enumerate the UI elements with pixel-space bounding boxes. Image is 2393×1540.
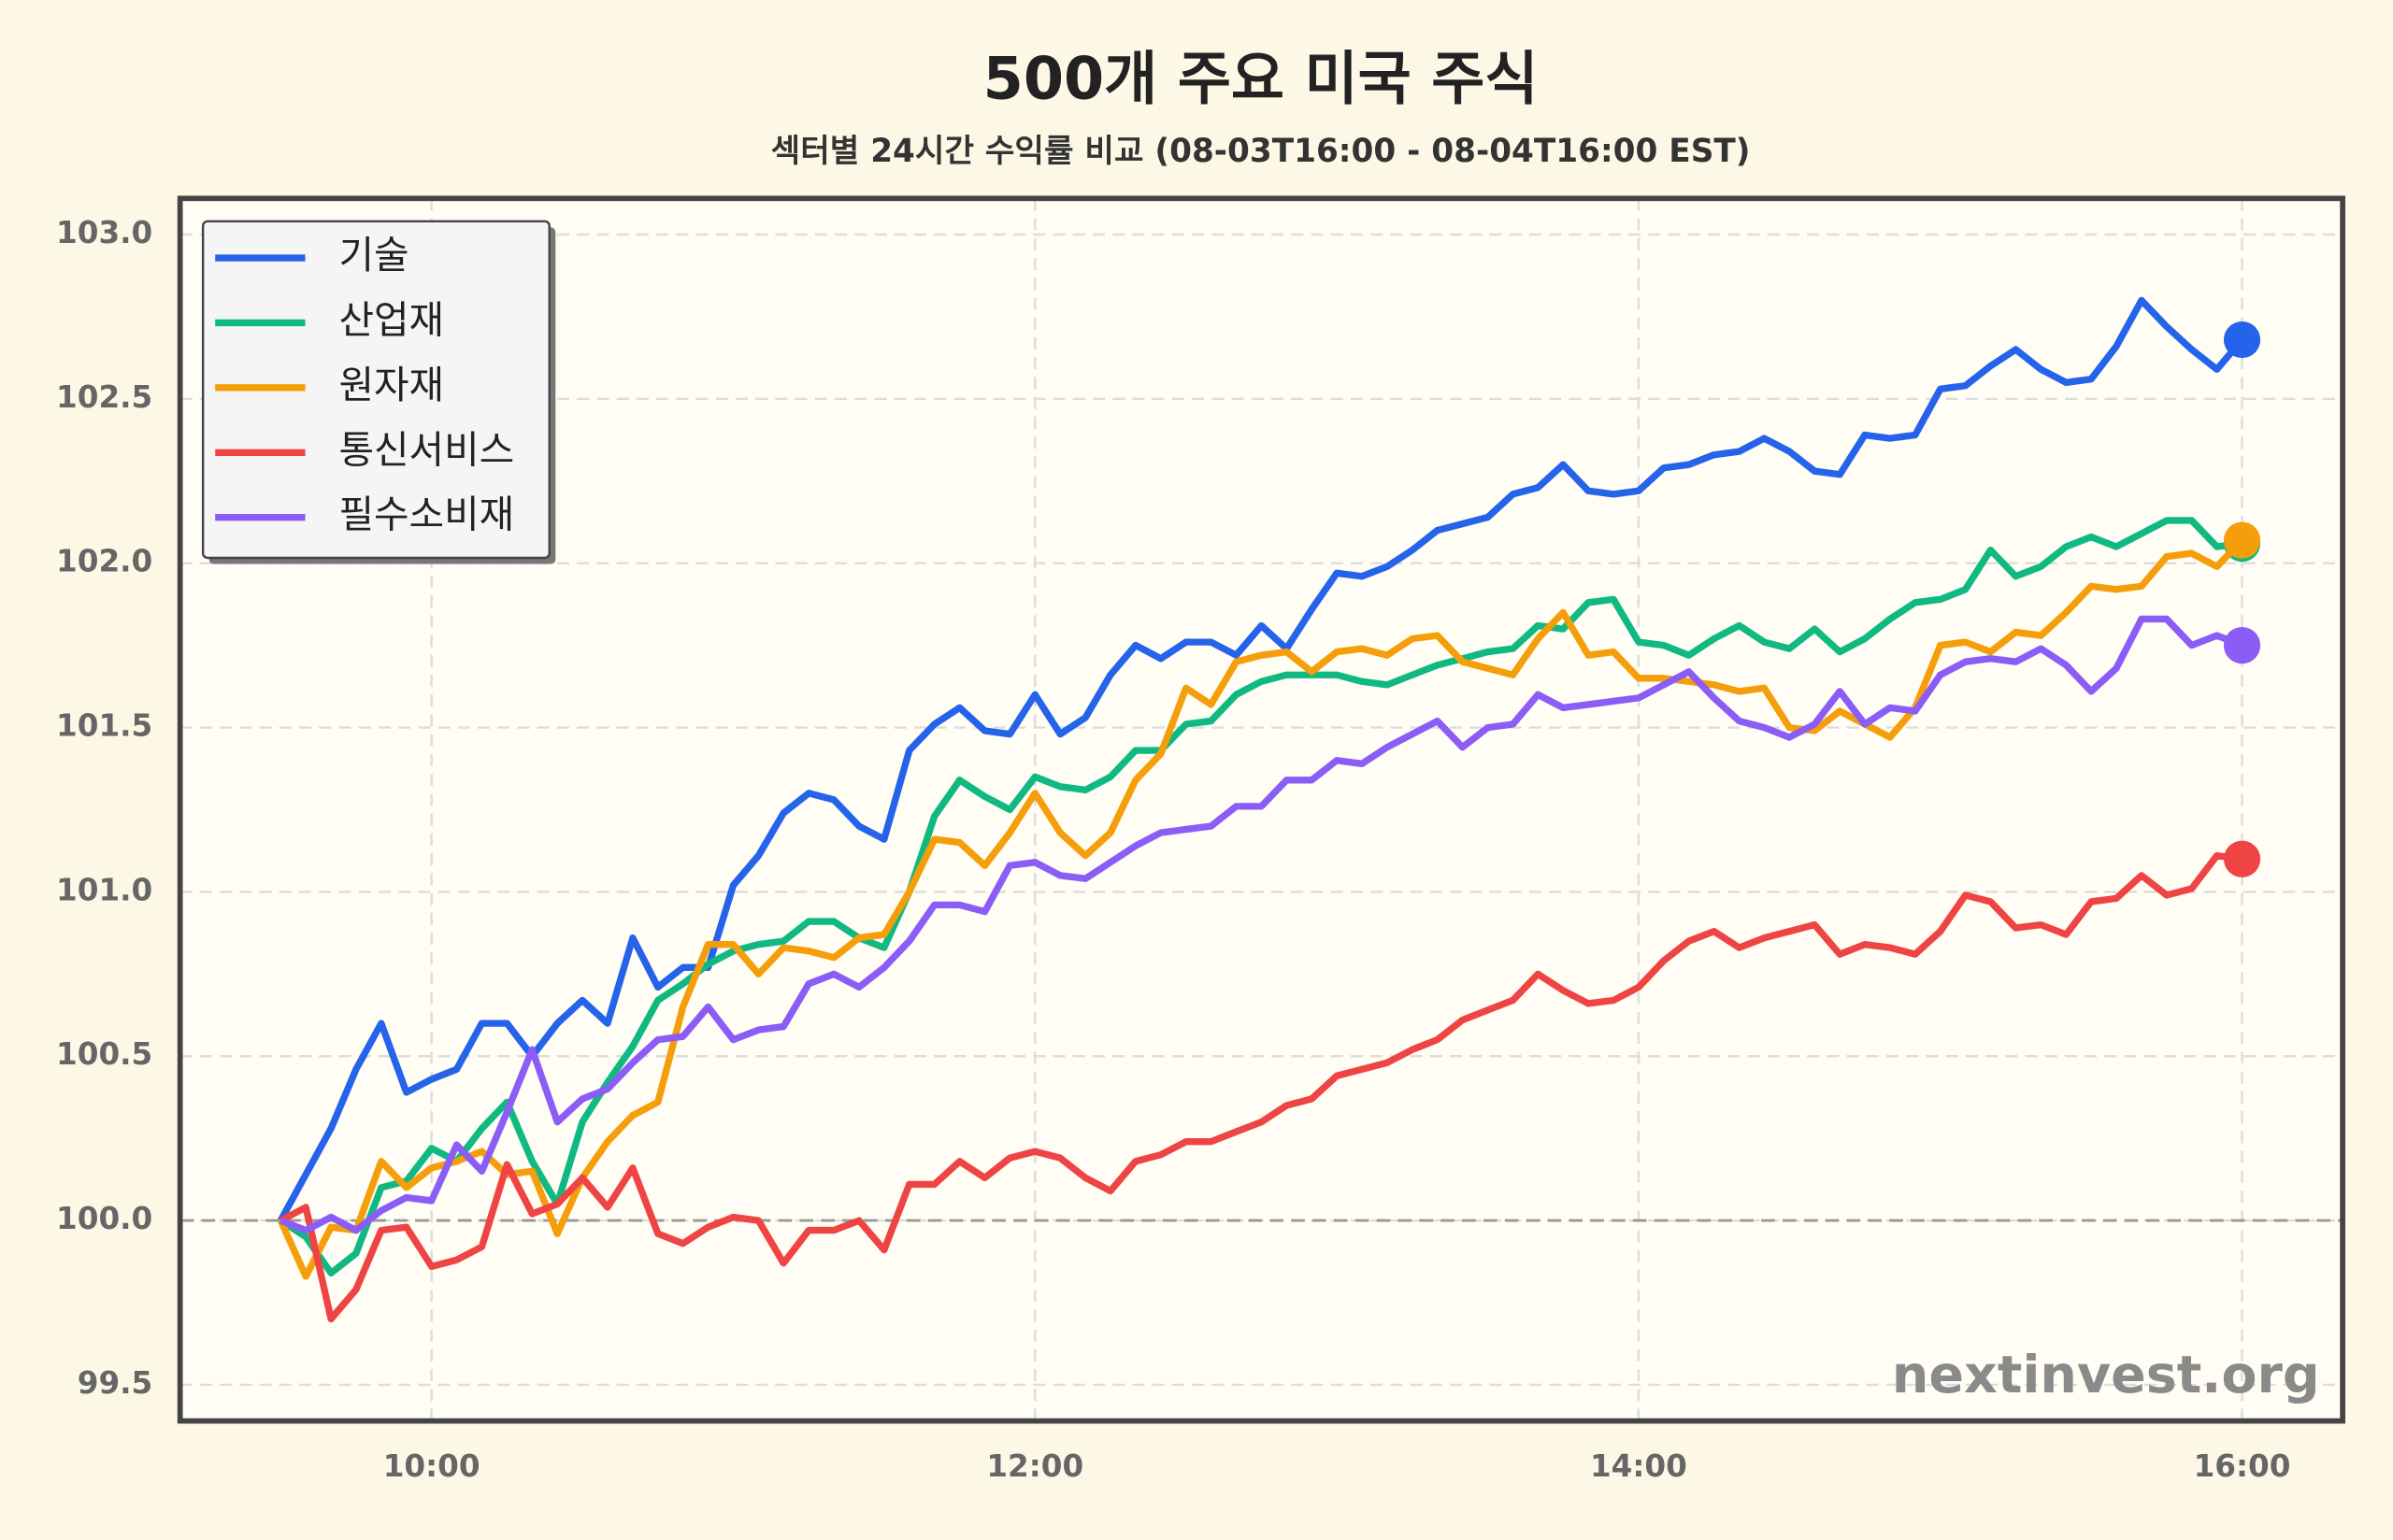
x-tick-label: 10:00 (383, 1448, 480, 1484)
y-tick-label: 100.0 (56, 1201, 152, 1236)
x-tick-label: 16:00 (2194, 1448, 2291, 1484)
y-tick-label: 102.5 (56, 379, 152, 415)
y-tick-label: 102.0 (56, 544, 152, 579)
x-tick-label: 12:00 (986, 1448, 1083, 1484)
lines (277, 296, 2261, 1323)
series-line (279, 517, 2243, 1277)
end-point (2223, 627, 2261, 664)
series-line (279, 615, 2243, 1234)
y-tick-label: 99.5 (78, 1365, 153, 1401)
legend-label: 기술 (338, 233, 408, 278)
x-tick-label: 14:00 (1590, 1448, 1687, 1484)
legend-box (201, 220, 551, 560)
end-point (2223, 321, 2261, 359)
legend-label: 산업재 (338, 297, 444, 342)
series-line (278, 296, 2245, 1222)
y-tick-label: 103.0 (56, 215, 152, 250)
legend-label: 원자재 (338, 363, 444, 407)
plot-frame (177, 195, 2345, 1424)
watermark: nextinvest.org (1892, 1345, 2320, 1405)
legend-label: 통신서비스 (338, 427, 514, 472)
end-point (2223, 840, 2261, 877)
end-point (2223, 521, 2261, 559)
chart-title: 500개 주요 미국 주식 (983, 44, 1539, 112)
y-tick-label: 101.0 (56, 872, 152, 907)
y-tick-label: 101.5 (56, 708, 152, 744)
series-line (279, 851, 2243, 1323)
chart-subtitle: 섹터별 24시간 수익률 비교 (08-03T16:00 - 08-04T16:… (771, 133, 1751, 170)
y-tick-label: 100.5 (56, 1036, 152, 1072)
legend-label: 필수소비재 (338, 492, 514, 537)
